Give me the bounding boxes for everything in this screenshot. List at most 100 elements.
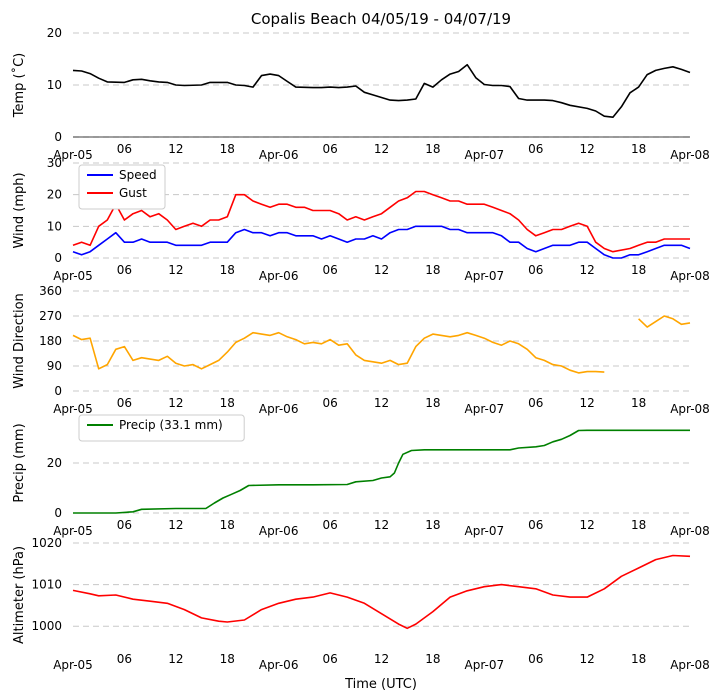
x-tick-label: Apr-08 [670,402,710,416]
x-tick-label: 12 [374,518,389,532]
y-tick-label: 30 [47,156,62,170]
x-tick-label: Apr-08 [670,269,710,283]
y-tick-label: 0 [54,130,62,144]
y-tick-label: 0 [54,384,62,398]
x-tick-label: Apr-05 [53,524,93,538]
x-tick-label: Apr-07 [465,402,505,416]
x-tick-label: 06 [528,263,543,277]
x-tick-label: 18 [220,263,235,277]
series-line-speed [72,225,691,259]
y-tick-label: 1010 [31,578,62,592]
legend [78,414,245,442]
y-axis-label: Altimeter (hPa) [12,546,27,644]
series-line-direction [72,315,691,374]
x-tick-label: Apr-08 [670,524,710,538]
x-tick-label: Apr-06 [259,148,299,162]
x-tick-label: 18 [220,142,235,156]
y-tick-label: 1000 [31,619,62,633]
x-tick-label: 12 [580,263,595,277]
x-tick-label: 06 [322,396,337,410]
x-tick-label: Apr-05 [53,148,93,162]
y-tick-label: 0 [54,506,62,520]
y-tick-label: 20 [47,26,62,40]
legend-label: Gust [119,186,147,200]
x-tick-label: 06 [528,652,543,666]
x-tick-label: Apr-07 [465,524,505,538]
x-tick-label: 06 [528,396,543,410]
y-tick-label: 1020 [31,536,62,550]
x-tick-label: 06 [117,518,132,532]
y-tick-label: 10 [47,219,62,233]
x-tick-label: 18 [425,263,440,277]
x-tick-label: 12 [374,263,389,277]
x-tick-label: 18 [220,518,235,532]
y-tick-label: 0 [54,251,62,265]
series-line-precip [73,429,690,514]
y-tick-label: 20 [47,456,62,470]
x-tick-label: Apr-07 [465,269,505,283]
x-tick-label: 06 [117,263,132,277]
panel-temp: 0 10 20 Apr-05 06 12 18 Apr-06 06 12 18 Apr-07 06 12 1… [11,26,710,162]
x-tick-label: 06 [117,142,132,156]
y-axis-label: Wind (mph) [12,172,27,248]
y-axis-label: Precip (mm) [12,423,27,502]
x-tick-label: 12 [580,518,595,532]
y-tick-label: 180 [39,334,62,348]
x-tick-label: 12 [374,652,389,666]
x-tick-label: 06 [528,142,543,156]
x-tick-label: Apr-08 [670,658,710,672]
x-tick-label: 12 [374,396,389,410]
panel-precip: 0 20 Apr-05 06 12 18 Apr-06 06 12 18 Apr-07 06 12 18 A… [12,414,710,538]
x-tick-label: 18 [425,396,440,410]
x-tick-label: 12 [168,652,183,666]
y-tick-label: 90 [47,359,62,373]
x-axis-label: Time (UTC) [344,677,417,692]
panel-wind: 0 10 20 30 Apr-05 06 12 18 Apr-06 06 12 18 Apr-07 06 1… [12,156,710,283]
x-tick-label: Apr-05 [53,269,93,283]
x-tick-label: 06 [322,652,337,666]
x-tick-label: 18 [631,263,646,277]
x-tick-label: 12 [168,518,183,532]
x-tick-label: 06 [322,263,337,277]
y-tick-label: 270 [39,309,62,323]
x-tick-label: Apr-06 [259,402,299,416]
chart-title: Copalis Beach 04/05/19 - 04/07/19 [251,10,511,28]
x-tick-label: 12 [580,652,595,666]
x-tick-label: 06 [528,518,543,532]
x-tick-label: Apr-05 [53,658,93,672]
y-axis-label: Temp (˚C) [11,53,27,119]
x-tick-label: Apr-06 [259,524,299,538]
y-axis-label: Wind Direction [12,293,27,389]
x-tick-label: Apr-07 [465,148,505,162]
x-tick-label: 18 [631,396,646,410]
x-tick-label: 12 [168,396,183,410]
x-tick-label: 12 [580,142,595,156]
x-tick-label: 12 [580,396,595,410]
panel-altimeter: 1000 1010 1020 Apr-05 06 12 18 Apr-06 06 12 18 Apr-… [12,536,710,672]
x-tick-label: Apr-06 [259,269,299,283]
legend-label: Precip (33.1 mm) [119,418,223,432]
x-tick-label: Apr-07 [465,658,505,672]
series-line-temp [72,63,691,118]
x-tick-label: 06 [322,142,337,156]
y-tick-label: 360 [39,284,62,298]
x-tick-label: 12 [374,142,389,156]
x-tick-label: 18 [220,652,235,666]
legend-label: Speed [119,168,157,182]
x-tick-label: 06 [322,518,337,532]
x-tick-label: Apr-06 [259,658,299,672]
x-tick-label: 12 [168,263,183,277]
x-tick-label: Apr-05 [53,402,93,416]
x-tick-label: 18 [425,142,440,156]
panel-direction: 0 90 180 270 360 Apr-05 06 12 18 Apr-06 06 12 18 Apr-… [12,284,710,416]
series-line-altimeter [72,554,691,630]
y-tick-label: 20 [47,188,62,202]
x-tick-label: 06 [117,652,132,666]
x-tick-label: 18 [631,142,646,156]
series-line-gust [72,190,690,253]
x-tick-label: 12 [168,142,183,156]
x-tick-label: 18 [425,652,440,666]
x-tick-label: 18 [425,518,440,532]
x-tick-label: 18 [220,396,235,410]
